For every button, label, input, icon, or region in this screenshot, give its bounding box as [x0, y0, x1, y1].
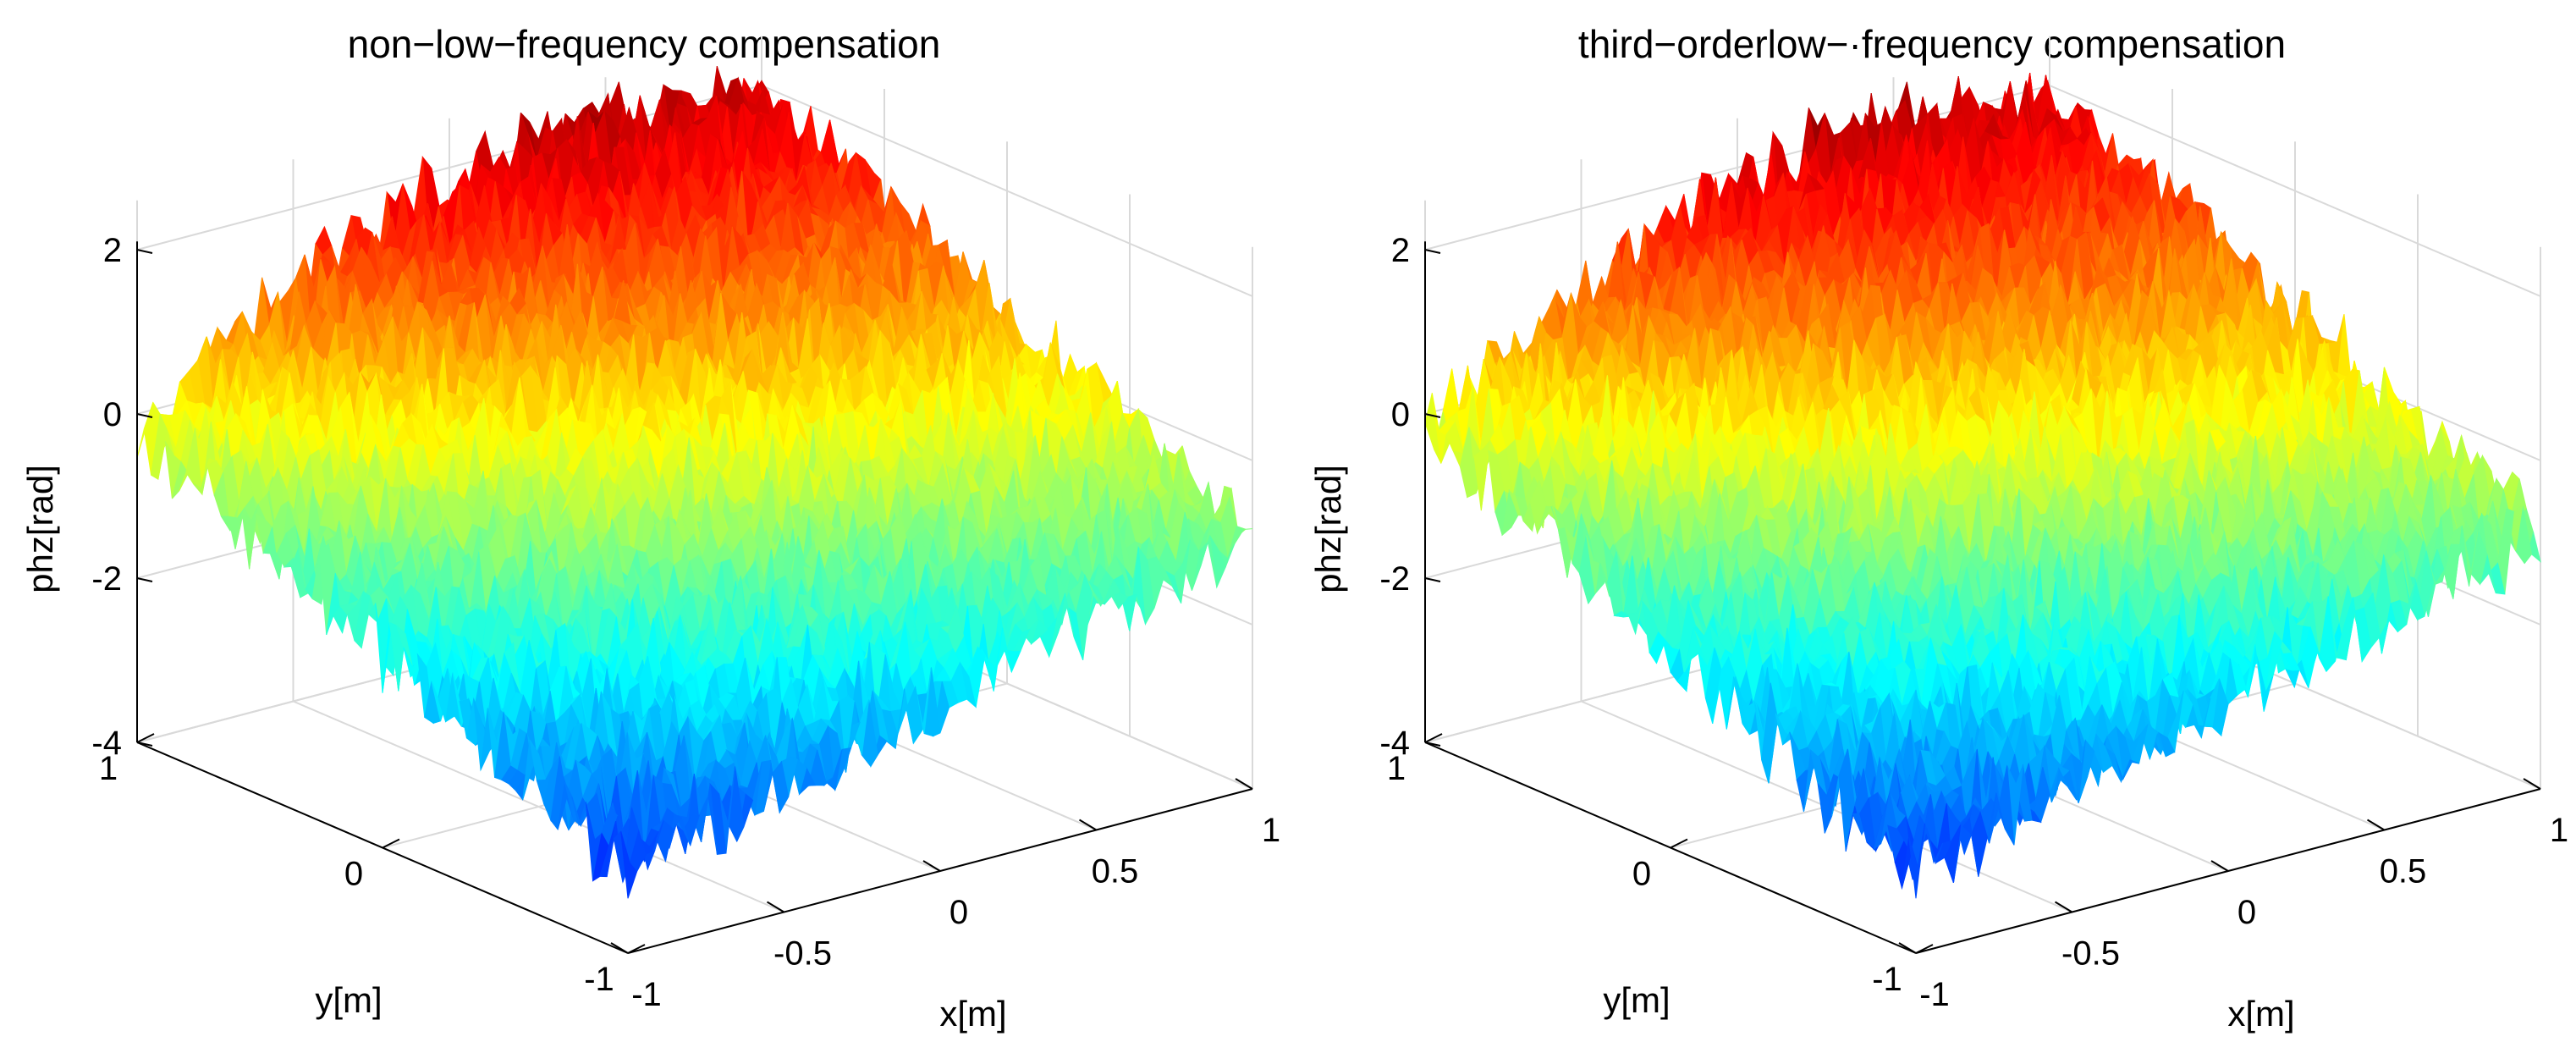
x-tick-mark — [766, 901, 785, 913]
z-tick-mark — [136, 577, 153, 582]
z-tick-mark — [136, 249, 153, 254]
z-tick-label: -2 — [91, 560, 122, 598]
y-axis-label: y[m] — [315, 980, 382, 1020]
z-tick-label: 0 — [103, 396, 122, 433]
x-tick-label: 0.5 — [1092, 853, 1139, 890]
chart-title: non−low−frequency compensation — [348, 22, 941, 66]
x-tick-mark — [610, 942, 629, 954]
phase-surface — [1424, 73, 2541, 899]
surface-plot-right: third−orderlow−·frequency compensation-4… — [1308, 22, 2568, 1034]
x-tick-mark — [922, 860, 941, 872]
x-tick-label: -1 — [631, 976, 662, 1013]
chart-panel-right: third−orderlow−·frequency compensation -4… — [1288, 0, 2576, 1053]
y-tick-label: 0 — [344, 856, 363, 893]
phase-surface — [136, 65, 1253, 899]
x-tick-label: 1 — [1262, 812, 1280, 849]
z-axis-label: phz[rad] — [20, 465, 60, 593]
chart-title: third−orderlow−·frequency compensation — [1578, 22, 2286, 66]
y-tick-label: 1 — [99, 750, 118, 787]
x-tick-label: 0 — [949, 894, 968, 931]
surface-plot-left: non−low−frequency compensation-4-202-101… — [20, 22, 1280, 1034]
chart-panel-left: non−low−frequency compensation -4 -2 0 2 -1 0 1… — [20, 22, 1280, 1034]
y-tick-label: -1 — [584, 961, 614, 998]
x-axis-label: x[m] — [939, 994, 1006, 1034]
x-tick-mark — [1235, 778, 1253, 790]
x-tick-label: -0.5 — [773, 935, 832, 973]
x-tick-mark — [1078, 819, 1098, 831]
z-tick-label: 2 — [103, 232, 122, 269]
